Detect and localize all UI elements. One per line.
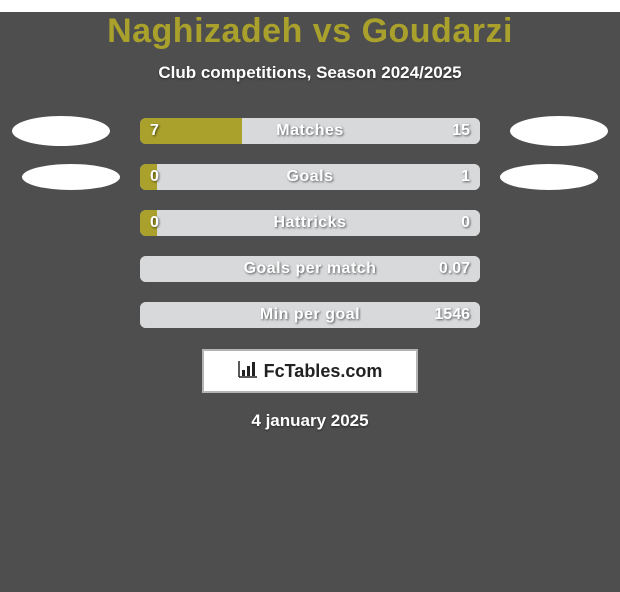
date-label: 4 january 2025 bbox=[0, 411, 620, 431]
stat-row: 01Goals bbox=[0, 159, 620, 195]
player-right-marker bbox=[500, 164, 598, 190]
stat-row: 715Matches bbox=[0, 113, 620, 149]
stat-bar: 1546Min per goal bbox=[140, 302, 480, 328]
player-left-marker bbox=[12, 116, 110, 146]
player-left-marker bbox=[22, 164, 120, 190]
comparison-chart: 715Matches 01Goals 00Hattricks 0.07Goals pe… bbox=[0, 113, 620, 333]
logo-box: FcTables.com bbox=[202, 349, 418, 393]
subtitle: Club competitions, Season 2024/2025 bbox=[0, 63, 620, 83]
stat-bar: 00Hattricks bbox=[140, 210, 480, 236]
logo-text: FcTables.com bbox=[264, 361, 383, 382]
stat-bar: 01Goals bbox=[140, 164, 480, 190]
stat-row: 1546Min per goal bbox=[0, 297, 620, 333]
stat-label: Goals bbox=[140, 164, 480, 190]
stat-label: Goals per match bbox=[140, 256, 480, 282]
stat-label: Hattricks bbox=[140, 210, 480, 236]
logo: FcTables.com bbox=[238, 360, 383, 383]
stat-label: Matches bbox=[140, 118, 480, 144]
stat-label: Min per goal bbox=[140, 302, 480, 328]
player-right-marker bbox=[510, 116, 608, 146]
stat-bar: 715Matches bbox=[140, 118, 480, 144]
comparison-infographic: Naghizadeh vs Goudarzi Club competitions… bbox=[0, 12, 620, 592]
page-title: Naghizadeh vs Goudarzi bbox=[0, 12, 620, 51]
bar-chart-icon bbox=[238, 360, 258, 383]
stat-bar: 0.07Goals per match bbox=[140, 256, 480, 282]
stat-row: 0.07Goals per match bbox=[0, 251, 620, 287]
stat-row: 00Hattricks bbox=[0, 205, 620, 241]
